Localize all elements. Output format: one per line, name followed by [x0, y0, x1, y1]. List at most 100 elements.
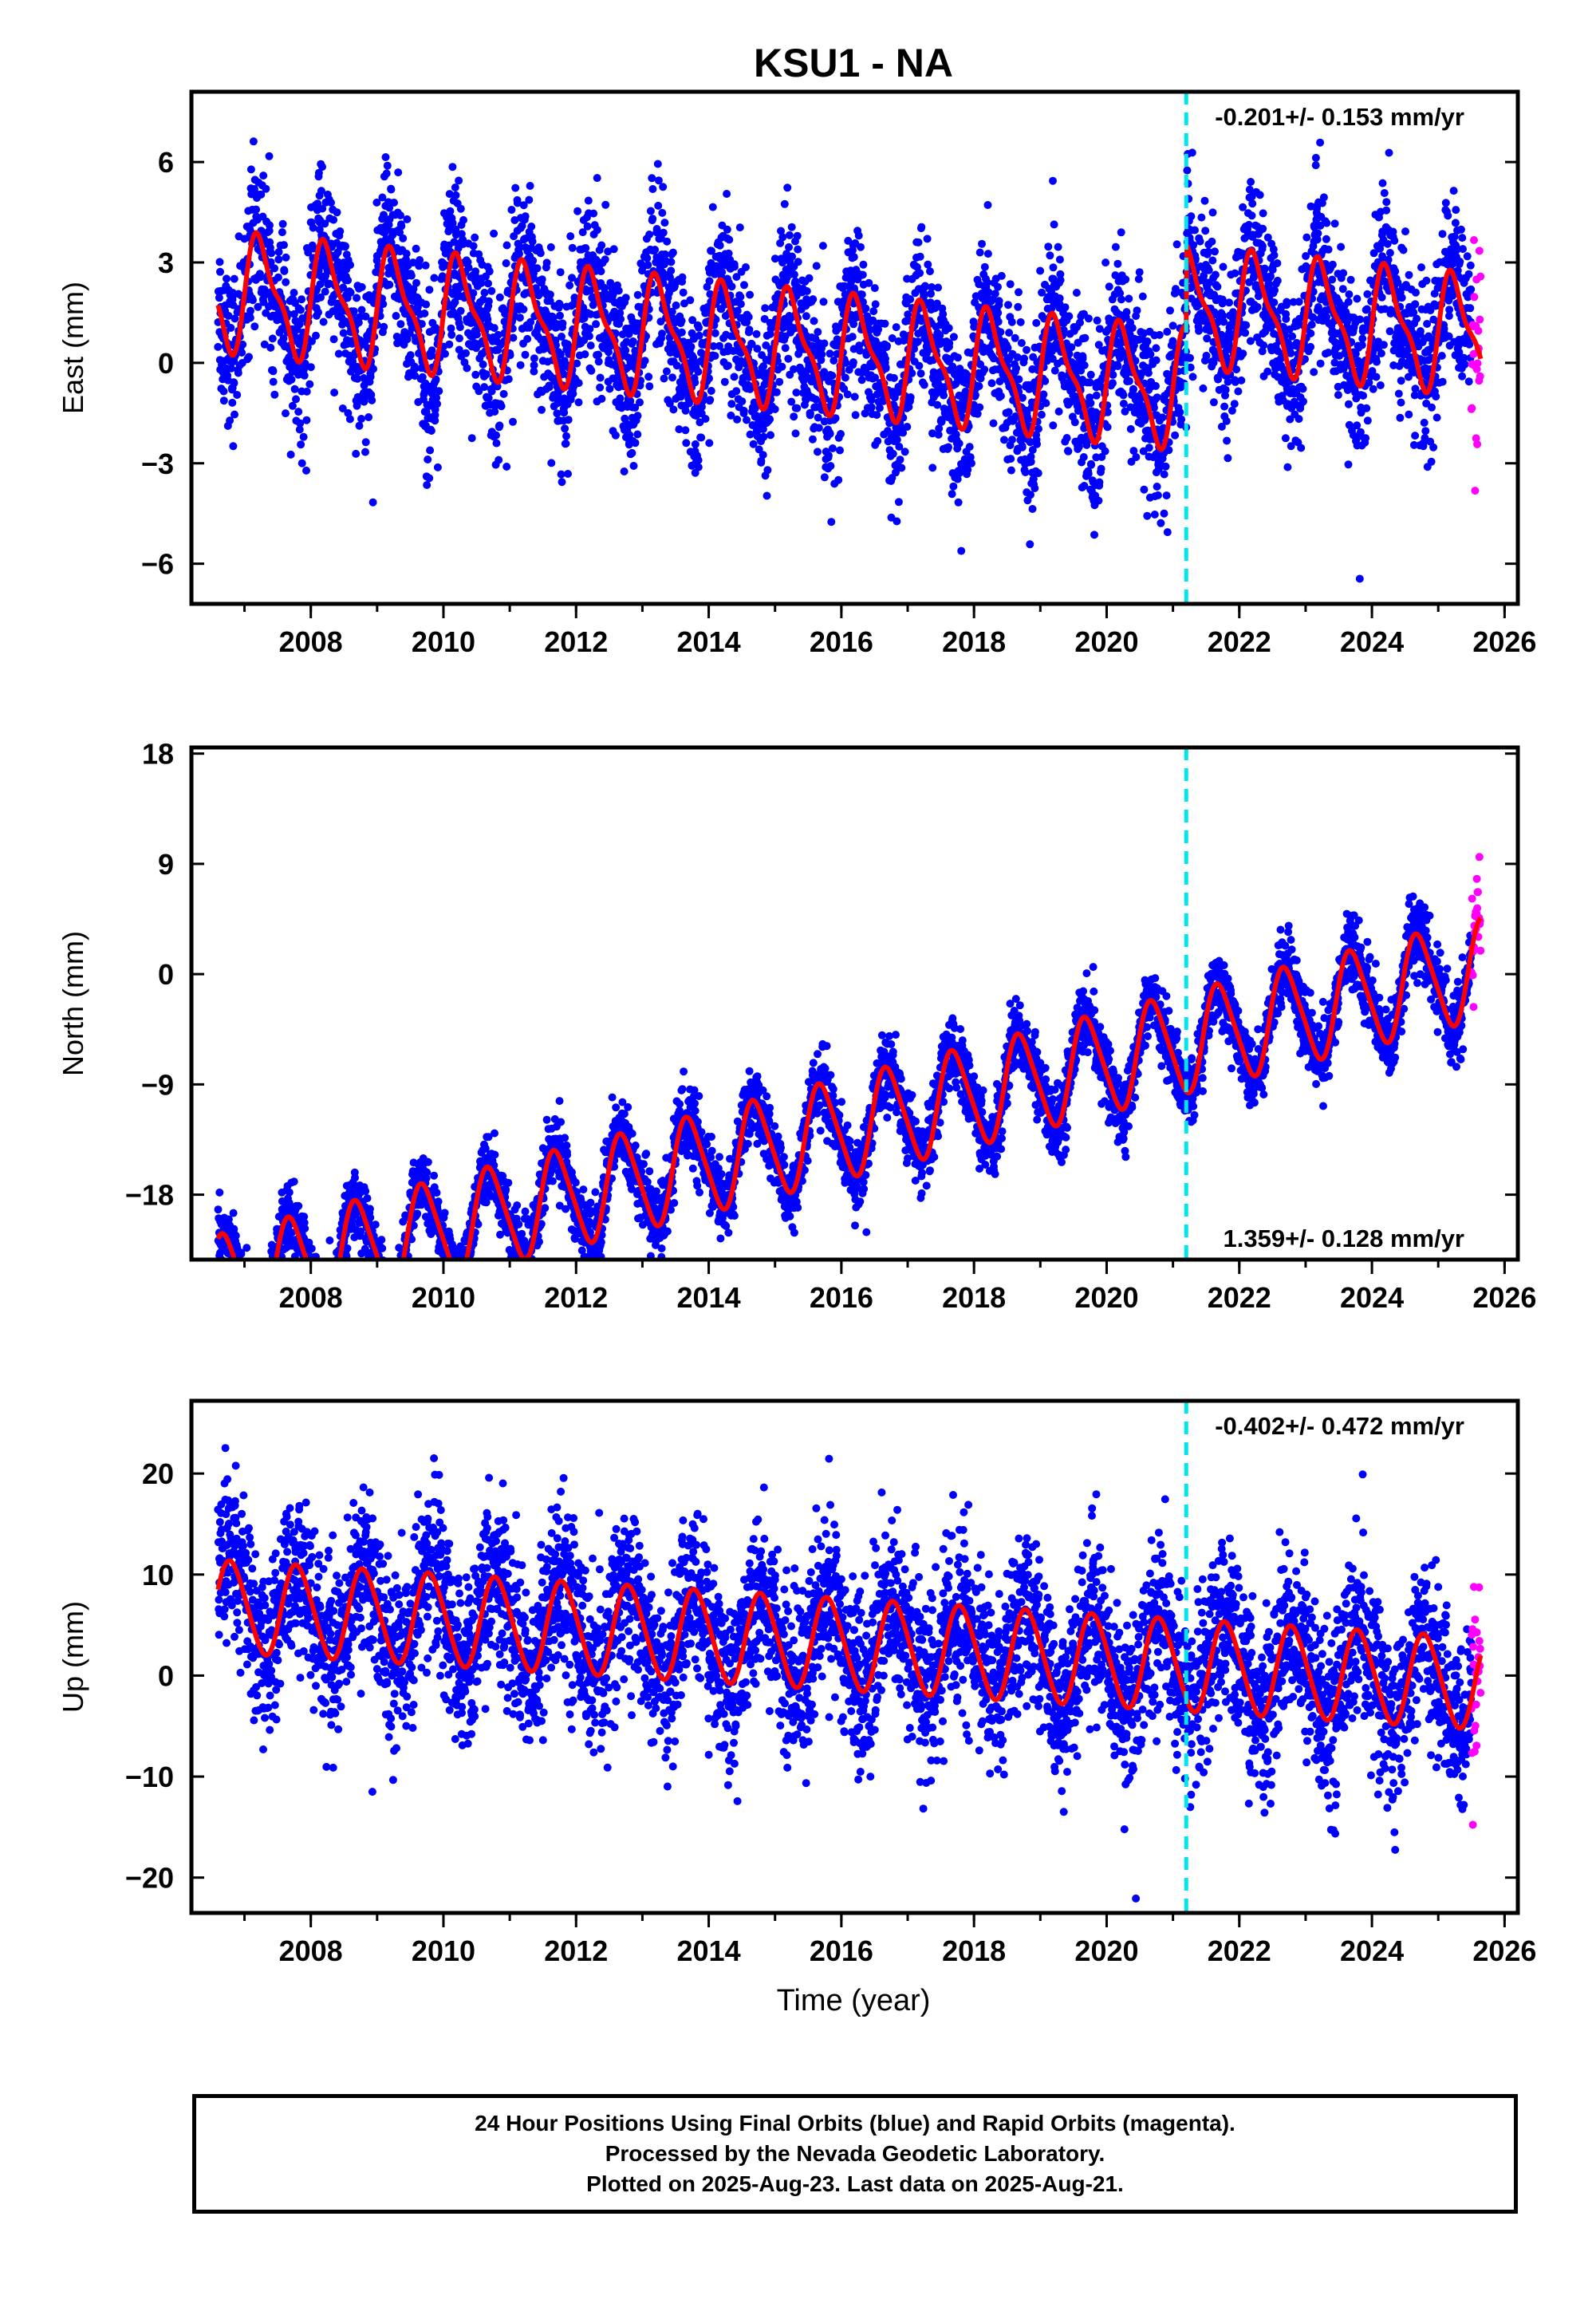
final-point [338, 404, 347, 412]
final-point [469, 242, 478, 250]
final-point [533, 264, 542, 273]
final-point [652, 225, 661, 233]
final-point [794, 258, 802, 266]
final-point [566, 232, 575, 241]
final-point [775, 377, 784, 386]
final-point [1322, 235, 1330, 243]
final-point [645, 382, 654, 391]
final-point [246, 306, 254, 315]
final-point [378, 193, 387, 202]
final-point [740, 281, 748, 290]
final-point [1163, 327, 1172, 336]
final-point [1012, 364, 1020, 373]
final-point [849, 253, 858, 262]
final-point [368, 498, 377, 507]
final-point [1176, 408, 1184, 416]
final-point [412, 278, 420, 287]
final-point [686, 296, 695, 305]
final-point [1423, 320, 1432, 328]
final-point [432, 375, 440, 384]
final-point [583, 222, 592, 231]
final-point [1032, 318, 1041, 327]
final-point [1224, 377, 1232, 386]
final-point [1259, 341, 1268, 349]
final-point [626, 396, 635, 405]
final-point [1064, 447, 1073, 456]
final-point [792, 388, 801, 397]
final-point [578, 228, 587, 237]
final-point [491, 408, 499, 416]
final-point [1295, 298, 1303, 306]
final-point [428, 346, 436, 355]
final-point [357, 306, 366, 314]
final-point [1344, 460, 1353, 469]
final-point [1049, 263, 1058, 272]
final-point [1355, 574, 1364, 583]
final-point [471, 267, 480, 276]
final-point [546, 297, 554, 306]
final-point [445, 190, 454, 199]
final-point [365, 413, 373, 421]
final-point [897, 463, 906, 472]
final-point [1101, 258, 1110, 267]
final-point [776, 239, 785, 247]
final-point [433, 463, 442, 471]
final-point [857, 290, 866, 299]
final-point [1295, 415, 1303, 424]
final-point [1097, 464, 1105, 473]
final-point [766, 431, 774, 440]
final-point [369, 365, 377, 373]
final-point [609, 245, 618, 254]
final-point [1039, 390, 1048, 399]
final-point [456, 204, 465, 213]
final-point [433, 400, 441, 408]
final-point [1152, 344, 1161, 353]
final-point [507, 206, 516, 214]
final-point [1316, 138, 1325, 147]
final-point [557, 470, 565, 479]
final-point [509, 333, 518, 342]
final-point [1376, 381, 1385, 389]
final-point [229, 442, 238, 451]
final-point [556, 350, 565, 359]
final-point [718, 268, 727, 277]
final-point [1353, 421, 1362, 430]
final-point [246, 314, 254, 322]
final-point [396, 211, 404, 219]
final-point [1093, 316, 1101, 325]
final-point [1037, 410, 1046, 419]
final-point [274, 255, 283, 264]
final-point [450, 238, 459, 246]
final-point [1080, 361, 1089, 369]
final-point [411, 365, 420, 373]
final-point [249, 137, 258, 146]
final-point [259, 298, 268, 306]
final-point [705, 374, 713, 383]
final-point [875, 404, 884, 412]
final-point [1220, 317, 1228, 326]
final-point [980, 262, 989, 271]
final-point [1160, 470, 1168, 479]
final-point [644, 373, 653, 381]
final-point [848, 333, 857, 341]
final-point [592, 320, 601, 329]
final-point [908, 369, 916, 377]
final-point [409, 285, 418, 294]
final-point [770, 405, 779, 413]
final-point [1417, 263, 1425, 272]
final-point [680, 299, 688, 308]
final-point [502, 241, 511, 250]
final-point [441, 349, 449, 358]
final-point [1397, 294, 1406, 302]
final-point [1223, 436, 1231, 445]
final-point [467, 319, 475, 327]
final-point [1117, 295, 1125, 304]
final-point [1420, 418, 1429, 427]
final-point [1008, 436, 1016, 444]
final-point [420, 310, 429, 317]
final-point [926, 267, 934, 276]
final-point [996, 392, 1005, 400]
final-point [339, 329, 348, 337]
chart-title: KSU1 - NA [754, 41, 953, 85]
final-point [614, 286, 623, 295]
